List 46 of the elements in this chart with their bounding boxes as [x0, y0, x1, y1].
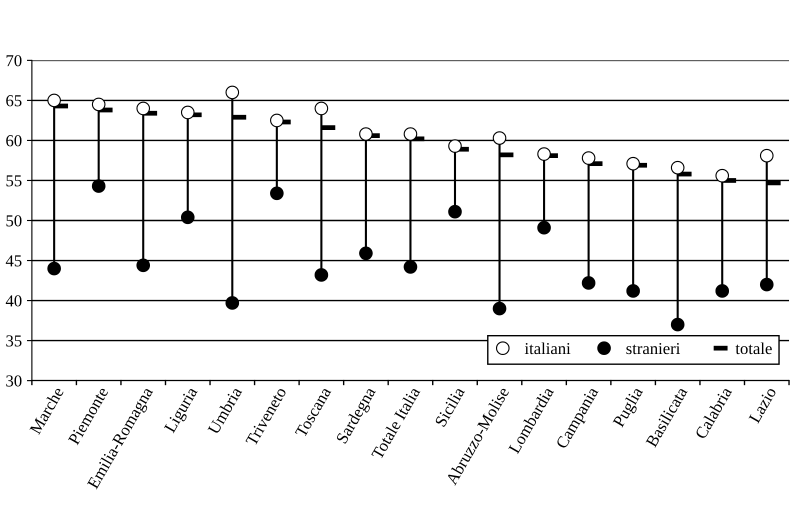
point: [136, 102, 150, 116]
y-tick-label: 40: [6, 295, 22, 307]
point: [715, 284, 730, 298]
point: [314, 268, 328, 282]
point: [136, 258, 150, 272]
point: [492, 302, 506, 316]
point: [582, 151, 596, 165]
point: [270, 114, 284, 128]
point: [180, 106, 195, 120]
point: [582, 276, 596, 290]
point: [47, 262, 61, 276]
y-tick-label: 35: [6, 335, 22, 347]
y-tick-label: 30: [6, 375, 22, 387]
y-tick-label: 70: [6, 55, 22, 66]
point: [760, 148, 774, 162]
point: [537, 220, 551, 235]
legend-label: totale: [736, 342, 772, 354]
y-tick-label: 45: [6, 255, 22, 266]
point: [359, 127, 373, 141]
y-tick-label: 55: [6, 175, 22, 186]
y-tick-label: 50: [6, 215, 22, 226]
point: [448, 139, 462, 153]
point: [404, 260, 418, 274]
point: [359, 246, 373, 260]
y-tick-label: 65: [6, 95, 22, 106]
point: [314, 102, 328, 116]
legend-label: stranieri: [626, 342, 680, 354]
point: [92, 98, 106, 112]
point: [92, 179, 106, 193]
point: [492, 131, 506, 145]
point: [626, 284, 640, 298]
point: [626, 156, 640, 170]
point: [670, 160, 684, 174]
y-tick-label: 60: [6, 135, 22, 146]
point: [225, 86, 240, 100]
point: [47, 94, 61, 108]
point: [760, 278, 774, 292]
point: [180, 210, 195, 224]
point: [225, 296, 240, 310]
point: [537, 147, 551, 161]
point: [715, 168, 730, 182]
point: [670, 318, 684, 332]
legend-label: italiani: [524, 342, 570, 354]
point: [270, 186, 284, 200]
point: [404, 127, 418, 141]
point: [448, 204, 462, 218]
